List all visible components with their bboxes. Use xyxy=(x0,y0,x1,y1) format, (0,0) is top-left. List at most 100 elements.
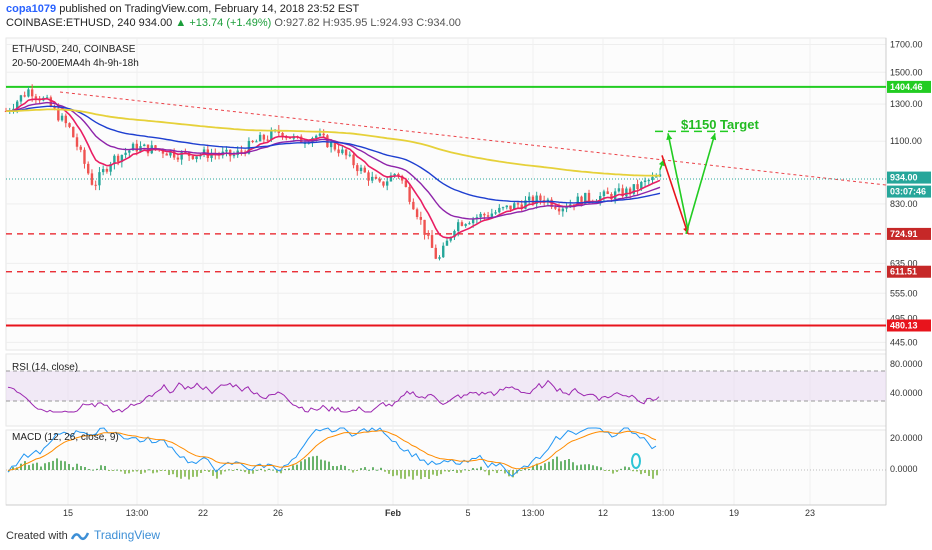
macd-bar xyxy=(304,459,306,470)
candle xyxy=(128,150,131,153)
macd-bar xyxy=(248,470,250,474)
macd-bar xyxy=(452,469,454,471)
price-tag: 934.00 xyxy=(887,171,931,184)
candle xyxy=(318,133,322,136)
macd-bar xyxy=(444,470,446,472)
last-price: 934.00 xyxy=(138,17,173,29)
candle xyxy=(479,213,482,218)
macd-bar xyxy=(360,468,362,470)
macd-bar xyxy=(232,470,234,471)
macd-bar xyxy=(364,467,366,470)
macd-bar xyxy=(308,457,310,470)
candle xyxy=(348,154,352,156)
author-name[interactable]: copa1079 xyxy=(6,3,57,15)
rsi-axis[interactable]: 80.0000 40.0000 xyxy=(890,359,923,398)
macd-bar xyxy=(40,466,42,470)
macd-bar xyxy=(644,470,646,473)
candle xyxy=(442,245,445,258)
macd-bar xyxy=(212,470,214,476)
candle xyxy=(610,194,613,200)
candle xyxy=(300,136,303,144)
macd-bar xyxy=(404,470,406,479)
candle xyxy=(404,180,408,187)
candle xyxy=(341,149,344,154)
macd-bar xyxy=(544,463,546,470)
macd-bar xyxy=(176,470,178,478)
price-tag: 611.51 xyxy=(887,265,931,278)
candle xyxy=(434,247,437,259)
chart-area[interactable]: 1700.00 1500.00 1300.00 1100.00 830.00 635.00… xyxy=(0,34,932,522)
macd-bar xyxy=(260,468,262,470)
macd-bar xyxy=(560,461,562,470)
macd-axis[interactable]: 20.0000 0.0000 xyxy=(890,433,923,474)
macd-bar xyxy=(168,470,170,475)
macd-bar xyxy=(376,469,378,471)
candle xyxy=(524,200,527,209)
macd-bar xyxy=(64,461,66,470)
time-axis[interactable]: 15 13:00 22 26 Feb 5 13:00 12 13:00 19 23 xyxy=(63,508,815,518)
crossover-marker xyxy=(631,453,641,469)
macd-bar xyxy=(588,464,590,470)
candle xyxy=(60,115,64,121)
candle xyxy=(232,155,236,157)
candle xyxy=(647,180,650,182)
candle xyxy=(124,152,127,155)
svg-text:724.91: 724.91 xyxy=(890,229,918,239)
candle xyxy=(408,186,411,202)
price-axis[interactable]: 1700.00 1500.00 1300.00 1100.00 830.00 635.00… xyxy=(890,39,923,347)
macd-bar xyxy=(464,469,466,471)
candle xyxy=(83,149,86,164)
candle xyxy=(430,235,434,248)
price-change: +13.74 (+1.49%) xyxy=(189,17,272,29)
macd-bar xyxy=(224,470,226,472)
macd-bar xyxy=(228,469,230,471)
candle xyxy=(329,142,333,148)
macd-bar xyxy=(580,464,582,470)
candle xyxy=(628,188,632,194)
candle xyxy=(636,184,639,190)
candle xyxy=(87,163,90,174)
svg-text:934.00: 934.00 xyxy=(890,173,918,183)
candle xyxy=(64,115,67,124)
macd-bar xyxy=(428,470,430,479)
candle xyxy=(120,154,124,162)
candle xyxy=(16,101,19,109)
candle xyxy=(617,188,621,192)
macd-bar xyxy=(640,470,642,475)
macd-bar xyxy=(484,470,486,472)
candle xyxy=(539,195,542,201)
macd-bar xyxy=(340,464,342,470)
svg-text:611.51: 611.51 xyxy=(890,267,917,277)
macd-bar xyxy=(120,470,122,472)
macd-bar xyxy=(416,470,418,476)
macd-bar xyxy=(524,468,526,470)
created-with-text: Created with xyxy=(6,530,68,542)
macd-bar xyxy=(496,470,498,474)
candle xyxy=(195,156,198,160)
candle xyxy=(172,150,176,158)
macd-bar xyxy=(380,467,382,470)
macd-bar xyxy=(552,459,554,470)
time-tick-label: 5 xyxy=(465,508,470,518)
tradingview-brand[interactable]: TradingView xyxy=(94,528,161,542)
candle xyxy=(449,237,452,241)
candle xyxy=(135,143,138,152)
candle xyxy=(210,153,213,159)
candle xyxy=(602,191,606,197)
candle xyxy=(266,139,269,141)
macd-bar xyxy=(352,470,354,473)
macd-bar xyxy=(312,456,314,470)
candle xyxy=(371,176,374,181)
candle xyxy=(165,153,168,156)
macd-title: MACD (12, 26, close, 9) xyxy=(12,432,119,443)
macd-bar xyxy=(564,460,566,470)
macd-bar xyxy=(504,470,506,474)
target-annotation: $1150 Target xyxy=(681,117,759,132)
footer: Created with TradingView xyxy=(0,522,932,550)
candle xyxy=(584,192,587,205)
candle xyxy=(557,208,561,212)
macd-bar xyxy=(84,467,86,470)
time-tick-label: 23 xyxy=(805,508,815,518)
macd-bar xyxy=(100,465,102,470)
